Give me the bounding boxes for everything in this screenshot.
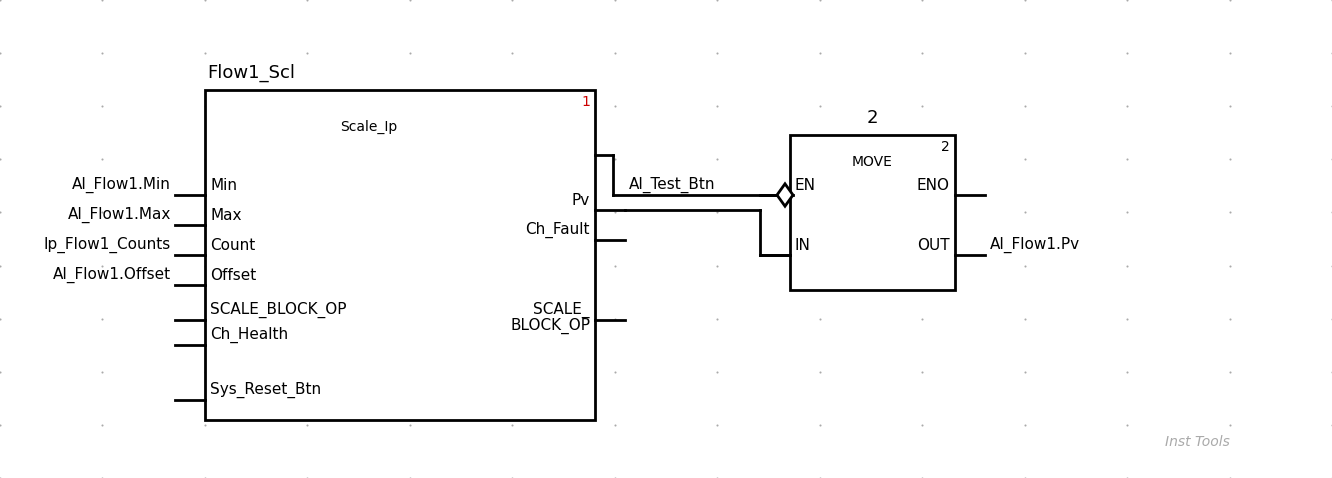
- Bar: [790, 135, 955, 290]
- Text: AI_Flow1.Max: AI_Flow1.Max: [68, 207, 170, 223]
- Text: AI_Flow1.Offset: AI_Flow1.Offset: [53, 267, 170, 283]
- Text: Sys_Reset_Btn: Sys_Reset_Btn: [210, 382, 321, 398]
- Polygon shape: [777, 184, 793, 206]
- Text: EN: EN: [795, 178, 817, 193]
- Text: Min: Min: [210, 178, 237, 193]
- Text: ENO: ENO: [916, 178, 950, 193]
- Text: Inst Tools: Inst Tools: [1166, 435, 1229, 449]
- Text: Ch_Fault: Ch_Fault: [526, 222, 590, 238]
- Bar: [205, 90, 595, 420]
- Text: SCALE_: SCALE_: [534, 302, 590, 318]
- Text: Ch_Health: Ch_Health: [210, 327, 288, 343]
- Text: 2: 2: [867, 109, 878, 127]
- Text: AI_Test_Btn: AI_Test_Btn: [629, 177, 715, 193]
- Text: 2: 2: [942, 140, 950, 154]
- Text: BLOCK_OP: BLOCK_OP: [510, 318, 590, 334]
- Text: 1: 1: [581, 95, 590, 109]
- Text: Count: Count: [210, 238, 256, 253]
- Text: SCALE_BLOCK_OP: SCALE_BLOCK_OP: [210, 302, 346, 318]
- Text: Pv: Pv: [571, 193, 590, 208]
- Text: Ip_Flow1_Counts: Ip_Flow1_Counts: [44, 237, 170, 253]
- Text: Scale_Ip: Scale_Ip: [340, 120, 397, 134]
- Text: Flow1_Scl: Flow1_Scl: [206, 64, 294, 82]
- Text: AI_Flow1.Pv: AI_Flow1.Pv: [990, 237, 1080, 253]
- Text: OUT: OUT: [918, 238, 950, 253]
- Text: Offset: Offset: [210, 268, 256, 283]
- Text: IN: IN: [795, 238, 811, 253]
- Text: Max: Max: [210, 208, 241, 223]
- Text: AI_Flow1.Min: AI_Flow1.Min: [72, 177, 170, 193]
- Text: MOVE: MOVE: [852, 155, 892, 169]
